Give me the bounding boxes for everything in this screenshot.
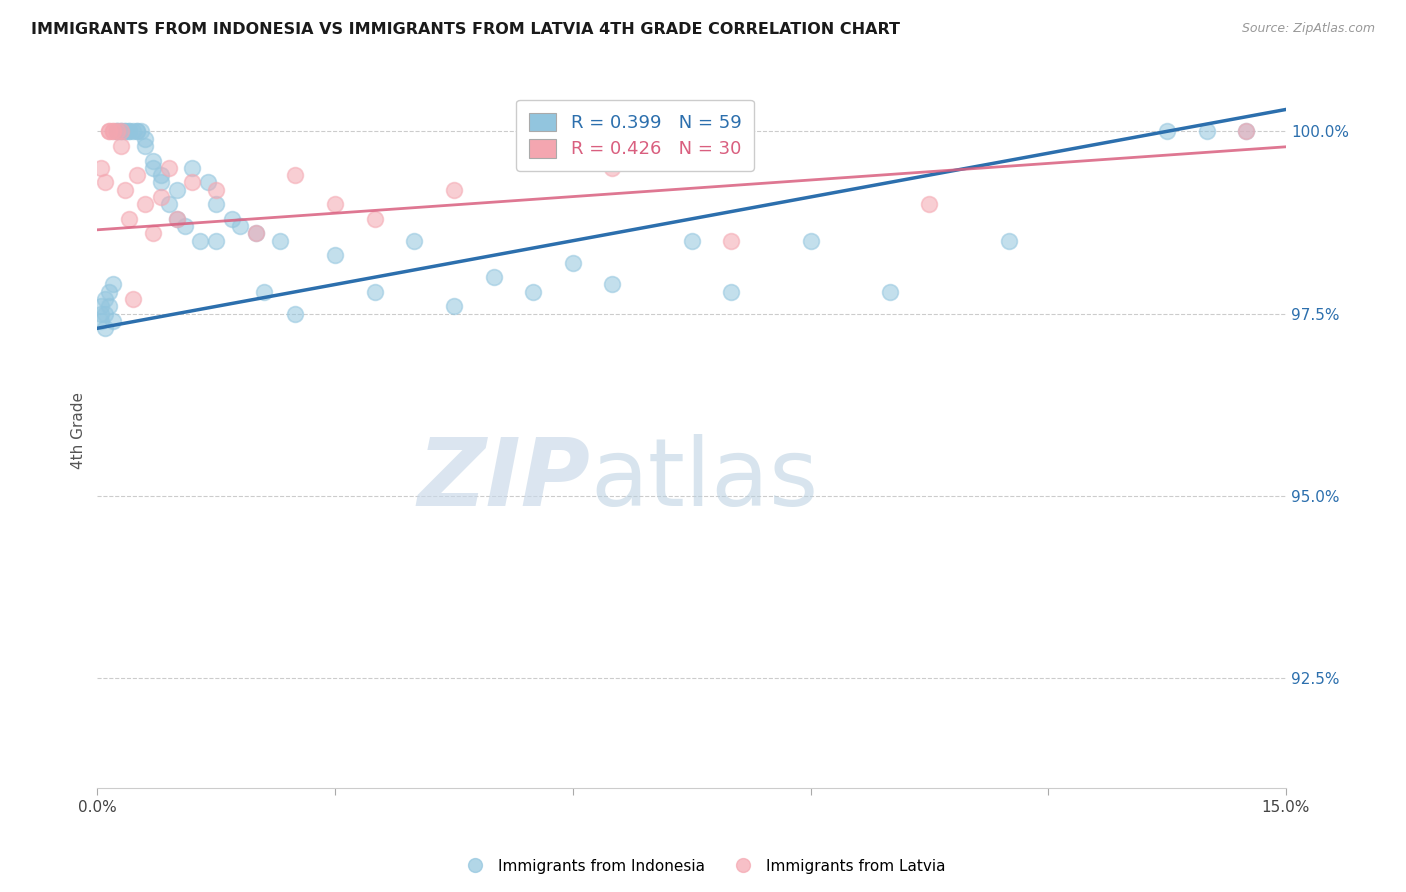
Point: [134, 131, 156, 145]
Point: [134, 197, 156, 211]
Point: [90, 161, 112, 175]
Point: [114, 124, 136, 138]
Point: [522, 139, 544, 153]
Point: [284, 168, 307, 182]
Point: [98, 124, 121, 138]
Point: [166, 183, 188, 197]
Point: [190, 234, 212, 248]
Point: [1234, 124, 1257, 138]
Point: [166, 211, 188, 226]
Point: [98, 124, 121, 138]
Point: [443, 299, 465, 313]
Point: [129, 124, 152, 138]
Point: [94, 175, 117, 189]
Point: [205, 197, 228, 211]
Point: [323, 197, 346, 211]
Point: [114, 124, 136, 138]
Point: [125, 168, 148, 182]
Legend: Immigrants from Indonesia, Immigrants from Latvia: Immigrants from Indonesia, Immigrants fr…: [454, 853, 952, 880]
Point: [94, 321, 117, 335]
Point: [181, 161, 204, 175]
Point: [720, 234, 742, 248]
Point: [404, 234, 426, 248]
Point: [149, 168, 172, 182]
Point: [118, 211, 141, 226]
Point: [253, 285, 276, 299]
Point: [602, 161, 624, 175]
Point: [142, 153, 165, 168]
Point: [118, 124, 141, 138]
Text: Source: ZipAtlas.com: Source: ZipAtlas.com: [1241, 22, 1375, 36]
Point: [110, 139, 132, 153]
Point: [134, 139, 156, 153]
Point: [98, 285, 121, 299]
Text: ZIP: ZIP: [418, 434, 591, 526]
Text: IMMIGRANTS FROM INDONESIA VS IMMIGRANTS FROM LATVIA 4TH GRADE CORRELATION CHART: IMMIGRANTS FROM INDONESIA VS IMMIGRANTS …: [31, 22, 900, 37]
Point: [125, 124, 148, 138]
Point: [482, 270, 505, 285]
Point: [142, 161, 165, 175]
Point: [157, 197, 180, 211]
Point: [118, 124, 141, 138]
Point: [105, 124, 128, 138]
Point: [103, 124, 125, 138]
Point: [245, 227, 267, 241]
Point: [363, 211, 385, 226]
Point: [602, 277, 624, 292]
Point: [90, 307, 112, 321]
Point: [105, 124, 128, 138]
Point: [561, 255, 583, 269]
Point: [229, 219, 252, 234]
Point: [90, 299, 112, 313]
Point: [363, 285, 385, 299]
Point: [197, 175, 219, 189]
Point: [269, 234, 291, 248]
Point: [1195, 124, 1218, 138]
Point: [918, 197, 941, 211]
Y-axis label: 4th Grade: 4th Grade: [72, 392, 86, 469]
Point: [125, 124, 148, 138]
Point: [997, 234, 1019, 248]
Point: [681, 234, 703, 248]
Point: [110, 124, 132, 138]
Point: [122, 124, 145, 138]
Point: [103, 314, 125, 328]
Point: [720, 285, 742, 299]
Point: [166, 211, 188, 226]
Point: [103, 124, 125, 138]
Point: [879, 285, 901, 299]
Point: [245, 227, 267, 241]
Legend: R = 0.399   N = 59, R = 0.426   N = 30: R = 0.399 N = 59, R = 0.426 N = 30: [516, 100, 754, 171]
Point: [98, 299, 121, 313]
Point: [799, 234, 821, 248]
Point: [110, 124, 132, 138]
Point: [1234, 124, 1257, 138]
Point: [1156, 124, 1178, 138]
Point: [122, 292, 145, 306]
Point: [181, 175, 204, 189]
Point: [284, 307, 307, 321]
Point: [157, 161, 180, 175]
Point: [205, 183, 228, 197]
Text: atlas: atlas: [591, 434, 818, 526]
Point: [205, 234, 228, 248]
Point: [94, 307, 117, 321]
Point: [522, 285, 544, 299]
Point: [149, 190, 172, 204]
Point: [221, 211, 243, 226]
Point: [173, 219, 195, 234]
Point: [149, 175, 172, 189]
Point: [443, 183, 465, 197]
Point: [90, 314, 112, 328]
Point: [105, 124, 128, 138]
Point: [110, 124, 132, 138]
Point: [94, 292, 117, 306]
Point: [323, 248, 346, 262]
Point: [142, 227, 165, 241]
Point: [103, 277, 125, 292]
Point: [114, 183, 136, 197]
